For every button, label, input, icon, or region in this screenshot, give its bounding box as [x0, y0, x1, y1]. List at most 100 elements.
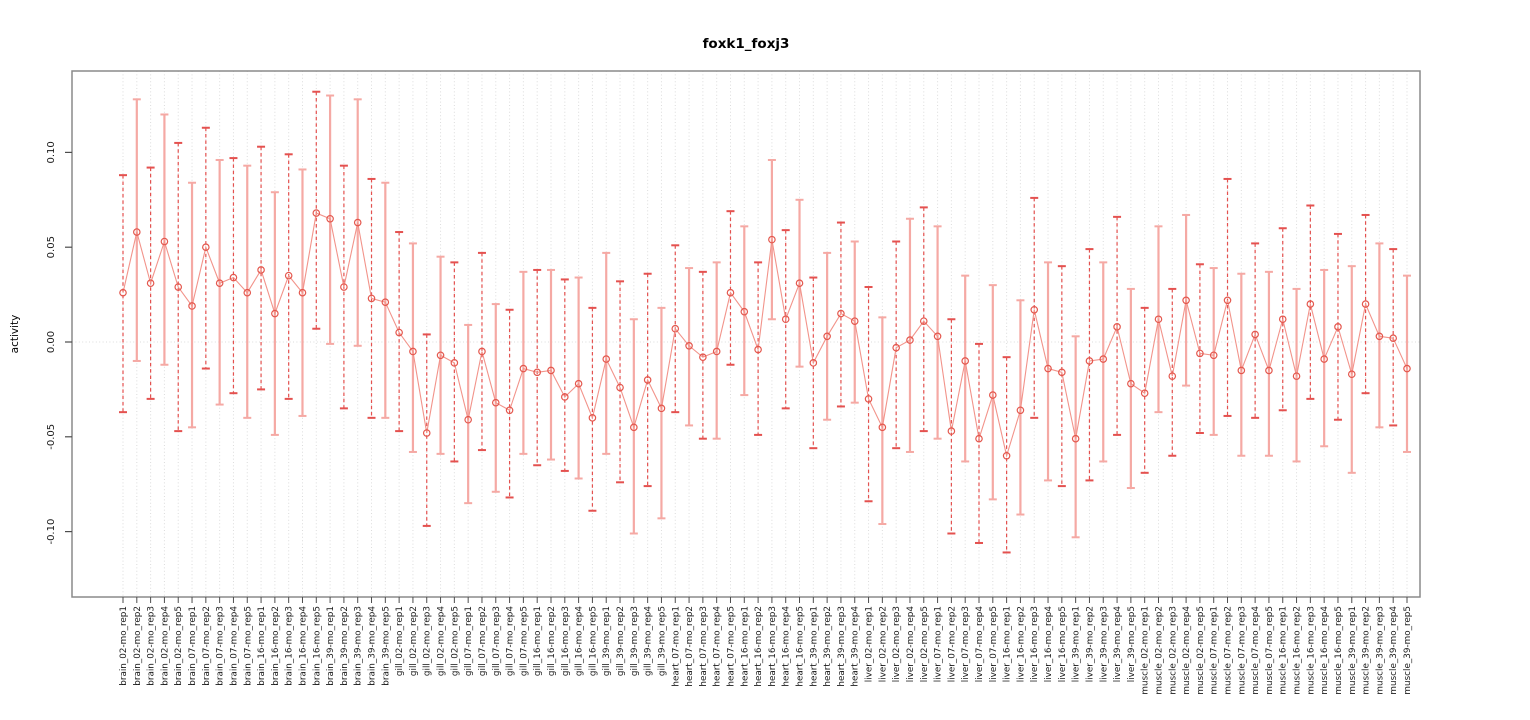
x-tick-label: muscle_16-mo_rep3 — [1306, 606, 1316, 695]
x-tick-label: liver_07-mo_rep1 — [934, 606, 944, 682]
x-tick-label: liver_02-mo_rep2 — [878, 606, 888, 682]
data-point — [160, 237, 169, 246]
x-tick-label: gill_02-mo_rep1 — [395, 606, 405, 676]
x-tick-label: muscle_39-mo_rep2 — [1362, 606, 1372, 695]
data-point — [1085, 357, 1094, 365]
data-point — [1182, 296, 1190, 305]
x-tick-label: brain_02-mo_rep3 — [147, 606, 157, 686]
x-tick-label: muscle_16-mo_rep1 — [1279, 606, 1289, 695]
data-point — [298, 288, 307, 297]
x-tick-label: brain_02-mo_rep4 — [160, 606, 170, 686]
data-point — [188, 302, 196, 310]
x-tick-label: liver_39-mo_rep2 — [1085, 606, 1095, 682]
data-point — [754, 345, 762, 354]
grid-layer — [72, 71, 1420, 597]
data-point — [878, 423, 887, 432]
x-tick-label: liver_07-mo_rep3 — [961, 606, 971, 682]
data-point — [630, 423, 638, 432]
x-tick-label: brain_07-mo_rep1 — [188, 606, 198, 686]
x-tick-label: heart_07-mo_rep5 — [726, 606, 736, 687]
data-point — [726, 288, 735, 297]
x-tick-label: muscle_39-mo_rep4 — [1389, 606, 1399, 695]
data-point — [381, 298, 390, 306]
data-point — [699, 353, 707, 361]
x-tick-label: heart_07-mo_rep4 — [713, 606, 723, 687]
data-point — [326, 214, 334, 223]
plot-border — [71, 70, 1421, 598]
x-tick-label: muscle_02-mo_rep2 — [1154, 606, 1164, 695]
data-point — [422, 429, 431, 437]
y-axis-label: activity — [9, 315, 21, 354]
data-point — [133, 228, 141, 236]
x-tick-label: gill_02-mo_rep4 — [437, 606, 447, 676]
x-tick-label: liver_16-mo_rep2 — [1016, 606, 1026, 682]
x-tick-label: muscle_39-mo_rep3 — [1375, 606, 1385, 695]
data-point — [505, 406, 514, 415]
x-tick-label: gill_02-mo_rep3 — [423, 606, 433, 676]
x-tick-label: brain_39-mo_rep4 — [368, 606, 378, 686]
data-point — [215, 279, 224, 288]
x-tick-label: brain_07-mo_rep2 — [202, 606, 212, 686]
x-tick-label: liver_07-mo_rep4 — [975, 606, 985, 683]
data-point — [1375, 332, 1384, 341]
x-tick-label: muscle_39-mo_rep5 — [1403, 606, 1413, 695]
data-point — [491, 398, 500, 407]
x-tick-label: brain_02-mo_rep1 — [119, 606, 129, 686]
series-line — [122, 212, 1408, 458]
x-tick-label: gill_39-mo_rep4 — [644, 606, 654, 676]
x-tick-label: liver_39-mo_rep3 — [1099, 606, 1109, 682]
data-point — [975, 434, 983, 443]
data-point — [367, 294, 376, 303]
data-point — [340, 283, 348, 291]
x-tick-label: gill_16-mo_rep4 — [575, 606, 585, 676]
x-tick-label: heart_07-mo_rep1 — [671, 606, 681, 687]
x-tick-label: gill_07-mo_rep4 — [506, 606, 516, 676]
x-tick-label: brain_16-mo_rep2 — [271, 606, 281, 686]
data-point — [284, 271, 293, 280]
x-tick-label: heart_16-mo_rep1 — [740, 606, 750, 687]
x-tick-label: gill_16-mo_rep2 — [547, 606, 557, 676]
data-point — [1251, 330, 1259, 339]
y-tick-label: -0.10 — [46, 519, 57, 545]
data-point — [1058, 368, 1066, 377]
data-point — [947, 427, 956, 435]
data-point — [271, 309, 279, 318]
data-point — [712, 347, 721, 356]
data-point — [229, 273, 238, 282]
data-layer — [119, 90, 1411, 554]
data-point — [1044, 364, 1052, 373]
data-point — [1140, 389, 1149, 397]
x-tick-label: gill_16-mo_rep1 — [533, 606, 543, 676]
data-point — [174, 283, 183, 291]
data-point — [1002, 451, 1011, 460]
data-point — [1292, 372, 1301, 380]
x-tick-label: gill_39-mo_rep5 — [657, 606, 667, 676]
data-point — [574, 379, 583, 388]
chart-title: foxk1_foxj3 — [703, 36, 790, 52]
data-point — [312, 209, 321, 217]
x-tick-label: liver_02-mo_rep1 — [865, 606, 875, 682]
x-tick-label: muscle_02-mo_rep3 — [1168, 606, 1178, 695]
data-point — [1334, 323, 1342, 331]
data-point — [547, 366, 555, 375]
x-tick-label: muscle_07-mo_rep1 — [1210, 606, 1220, 695]
x-tick-label: gill_07-mo_rep2 — [478, 606, 488, 676]
x-tick-label: heart_16-mo_rep3 — [768, 606, 778, 687]
data-point — [1389, 334, 1397, 343]
axis-layer: -0.10 -0.05 0.00 0.05 0.10 brain_02-mo_rep1 br… — [46, 70, 1421, 695]
data-point — [243, 288, 252, 297]
data-point — [1361, 300, 1370, 308]
x-tick-label: brain_39-mo_rep5 — [381, 606, 391, 686]
x-tick-label: brain_16-mo_rep4 — [298, 606, 308, 686]
data-point — [657, 404, 666, 413]
data-point — [671, 324, 680, 333]
data-point — [1223, 296, 1232, 305]
x-tick-label: heart_39-mo_rep2 — [823, 606, 833, 687]
x-tick-label: brain_16-mo_rep3 — [285, 606, 295, 686]
x-tick-label: muscle_02-mo_rep4 — [1182, 606, 1192, 695]
data-point — [1306, 300, 1315, 308]
data-point — [1320, 355, 1328, 363]
x-tick-label: brain_39-mo_rep3 — [354, 606, 364, 686]
data-point — [823, 332, 831, 341]
data-point — [409, 347, 417, 356]
